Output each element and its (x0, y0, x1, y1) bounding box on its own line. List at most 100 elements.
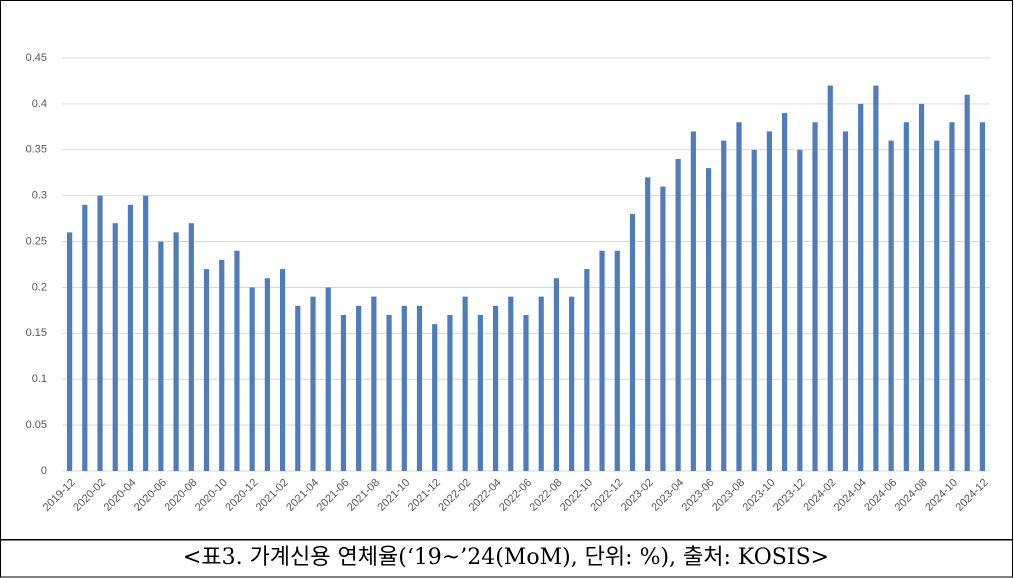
bar (645, 177, 651, 472)
x-tick-label: 2021-10 (375, 477, 412, 514)
y-tick-label: 0.35 (26, 144, 47, 156)
x-tick-label: 2022-08 (528, 477, 565, 514)
y-tick-label: 0.15 (26, 327, 47, 339)
y-tick-label: 0.4 (32, 98, 47, 110)
x-tick-label: 2021-06 (315, 477, 352, 514)
bar (279, 269, 286, 471)
x-tick-label: 2020-12 (223, 477, 260, 514)
x-tick-label: 2022-10 (558, 477, 595, 514)
bar (264, 278, 270, 471)
x-tick-label: 2020-02 (71, 477, 108, 514)
y-tick-label: 0.05 (26, 419, 47, 431)
bar (143, 195, 149, 471)
bar (766, 131, 773, 471)
bar (553, 278, 560, 471)
bar (173, 232, 179, 471)
x-tick-label: 2023-08 (710, 477, 747, 514)
bar (492, 305, 499, 471)
bar (538, 296, 544, 471)
bar (812, 122, 818, 471)
bar (934, 140, 940, 471)
x-tick-label: 2022-06 (497, 477, 534, 514)
bar (736, 122, 742, 471)
bar (234, 250, 240, 471)
bar (462, 296, 468, 471)
x-tick-label: 2022-02 (436, 477, 473, 514)
y-tick-label: 0.3 (32, 190, 47, 202)
bar (67, 232, 73, 471)
bar (112, 223, 118, 471)
bar (82, 204, 88, 471)
x-tick-label: 2024-04 (832, 477, 869, 514)
bar (797, 149, 803, 471)
bar (325, 287, 331, 471)
bar (705, 168, 712, 471)
x-tick-label: 2023-02 (619, 477, 656, 514)
bar (599, 250, 605, 471)
bar (584, 269, 590, 471)
x-tick-label: 2021-12 (406, 477, 443, 514)
bar (721, 140, 727, 471)
y-tick-label: 0.45 (26, 52, 47, 64)
bar (386, 314, 392, 471)
x-tick-label: 2023-06 (680, 477, 717, 514)
caption-border (0, 539, 1013, 578)
x-tick-label: 2024-02 (801, 477, 838, 514)
bar (203, 269, 210, 471)
x-tick-label: 2023-04 (649, 477, 686, 514)
bar (295, 305, 301, 471)
x-tick-label: 2024-06 (862, 477, 899, 514)
bar (569, 296, 575, 471)
bar (523, 314, 529, 471)
bar (842, 131, 849, 471)
bar (371, 296, 377, 471)
bar (949, 122, 955, 471)
bar (614, 250, 620, 471)
bar (751, 149, 757, 471)
bar (310, 296, 316, 471)
x-tick-label: 2020-06 (132, 477, 169, 514)
bar (249, 287, 255, 471)
x-tick-label: 2024-12 (954, 477, 991, 514)
x-tick-label: 2024-08 (893, 477, 930, 514)
x-tick-label: 2022-12 (588, 477, 625, 514)
x-tick-label: 2019-12 (41, 477, 78, 514)
bar (432, 324, 438, 471)
bar (918, 103, 925, 471)
bar (508, 296, 514, 471)
bar (660, 186, 666, 471)
y-tick-label: 0.2 (32, 281, 47, 293)
bar (158, 241, 164, 471)
bar (827, 85, 833, 472)
y-tick-label: 0.1 (32, 373, 47, 385)
bar (416, 305, 423, 471)
bar (858, 103, 864, 471)
x-tick-label: 2020-04 (102, 477, 139, 514)
bar (903, 122, 909, 471)
bar (188, 223, 194, 471)
x-tick-label: 2021-04 (284, 477, 321, 514)
bar (219, 259, 225, 471)
bar (127, 204, 134, 471)
x-tick-label: 2021-08 (345, 477, 382, 514)
bar (401, 305, 407, 471)
x-tick-label: 2021-02 (254, 477, 291, 514)
bar (97, 195, 103, 471)
bar (979, 122, 985, 471)
x-tick-label: 2020-10 (193, 477, 230, 514)
bar (888, 140, 894, 471)
bar (873, 85, 879, 472)
bar (340, 314, 347, 471)
bar (675, 158, 681, 471)
x-tick-label: 2022-04 (467, 477, 504, 514)
x-tick-label: 2023-12 (771, 477, 808, 514)
bar (447, 314, 453, 471)
x-tick-label: 2020-08 (162, 477, 199, 514)
bar (629, 214, 636, 471)
caption: <표3. 가계신용 연체율(‘19~’24(MoM), 단위: %), 출처: … (183, 545, 829, 570)
y-tick-label: 0 (41, 465, 47, 477)
bar (782, 113, 788, 472)
bar (964, 94, 970, 471)
x-tick-label: 2024-10 (923, 477, 960, 514)
